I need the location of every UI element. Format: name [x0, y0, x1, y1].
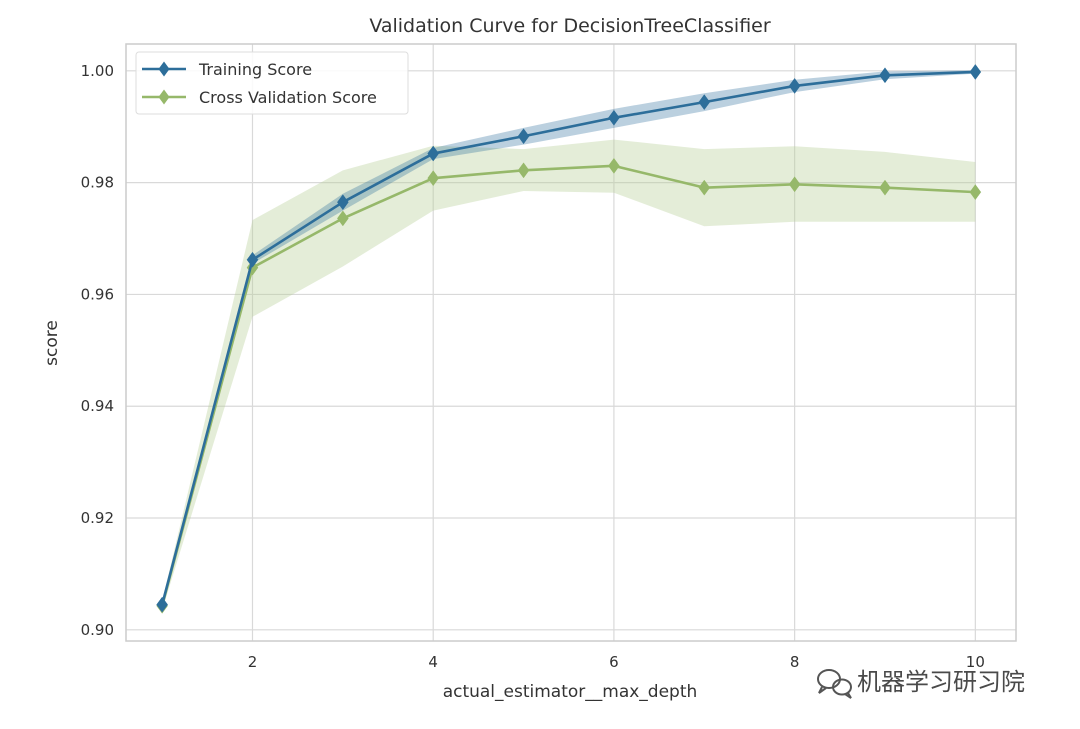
chart-title: Validation Curve for DecisionTreeClassif… — [369, 15, 771, 37]
training-score-point — [969, 64, 982, 80]
legend-label-training: Training Score — [198, 60, 312, 79]
legend-item-cross-validation: Cross Validation Score — [142, 88, 377, 107]
y-tick-label: 0.96 — [81, 285, 114, 303]
cross-validation-score-point — [427, 170, 440, 187]
legend-item-training: Training Score — [142, 60, 312, 79]
training-score-point — [156, 596, 168, 613]
training-score-point — [246, 251, 259, 268]
cross-validation-score-point — [337, 210, 349, 227]
cross-validation-band — [162, 139, 976, 611]
y-tick-label: 1.00 — [81, 62, 114, 80]
training-score-line — [160, 70, 976, 605]
legend-marker-cross-validation — [158, 89, 170, 105]
training-score-point — [337, 194, 349, 211]
x-axis-title: actual_estimator__max_depth — [443, 682, 698, 702]
y-tick-label: 0.94 — [81, 397, 114, 415]
y-axis-title: score — [42, 320, 62, 366]
training-score-point — [788, 78, 801, 94]
wechat-icon — [817, 669, 852, 699]
x-tick-label: 4 — [428, 653, 438, 671]
legend-marker-training — [158, 61, 170, 77]
cross-validation-score-point — [788, 176, 801, 193]
x-tick-label: 8 — [790, 653, 800, 671]
cross-validation-score-line — [160, 164, 976, 607]
training-score-point — [427, 145, 440, 162]
y-tick-label: 0.90 — [81, 621, 114, 639]
y-tick-label: 0.98 — [81, 174, 114, 192]
training-score-point — [517, 128, 530, 145]
x-tick-label: 2 — [248, 653, 258, 671]
cross-validation-score-point — [969, 184, 982, 201]
legend-box — [135, 51, 409, 115]
training-score-point — [608, 109, 620, 126]
legend-label-cross-validation: Cross Validation Score — [199, 88, 377, 107]
watermark: 机器学习研习院 — [817, 668, 1025, 699]
cross-validation-score-point — [608, 157, 620, 174]
training-score-point — [879, 67, 891, 84]
confidence-bands — [162, 70, 976, 611]
cross-validation-score-point — [879, 179, 891, 196]
series-lines — [156, 64, 982, 614]
training-score-point — [698, 94, 711, 111]
x-tick-label: 10 — [966, 653, 985, 671]
legend: Training Score Cross Validation Score — [135, 51, 409, 115]
plot-frame — [125, 43, 1017, 642]
watermark-text: 机器学习研习院 — [857, 668, 1025, 696]
cross-validation-score-point — [698, 179, 711, 196]
x-tick-label: 6 — [609, 653, 619, 671]
cross-validation-score-point — [517, 162, 530, 179]
tick-labels: 2 4 6 8 10 0.90 0.92 0.94 0.96 0.98 1.00 — [81, 62, 985, 671]
y-tick-label: 0.92 — [81, 509, 114, 527]
